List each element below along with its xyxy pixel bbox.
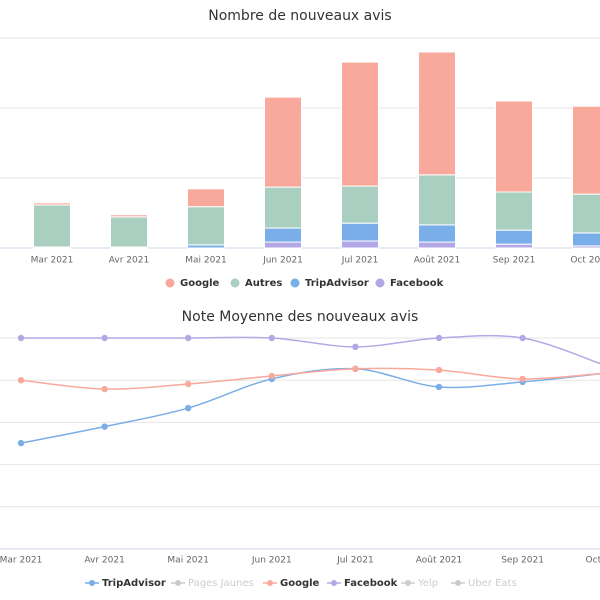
bar-segment	[187, 206, 225, 246]
legend-marker	[89, 580, 95, 586]
x-tick-label: Jun 2021	[251, 556, 292, 566]
point	[268, 334, 275, 342]
point	[185, 334, 192, 342]
bar-segment	[495, 100, 533, 193]
point	[519, 375, 526, 383]
x-tick-label: Jul 2021	[341, 256, 379, 266]
x-tick-label: Jun 2021	[262, 256, 303, 266]
bar-segment	[418, 174, 456, 226]
x-tick-label: Sep 2021	[501, 556, 544, 566]
point	[101, 334, 108, 342]
x-tick-label: Mar 2021	[0, 556, 42, 566]
bar-segment	[33, 202, 71, 206]
legend-marker	[290, 278, 300, 288]
point	[101, 423, 108, 430]
bar-segment	[264, 227, 302, 243]
legend-label: TripAdvisor	[305, 278, 369, 289]
point	[17, 377, 25, 384]
bar-segment	[418, 241, 456, 249]
point	[268, 372, 275, 380]
bar-segment	[341, 185, 379, 224]
x-tick-label: Mar 2021	[31, 256, 74, 266]
legend-label: Google	[180, 278, 220, 289]
legend-label: Facebook	[390, 278, 444, 289]
bar-segment	[341, 222, 379, 242]
x-tick-label: Août 2021	[416, 556, 463, 566]
bar-segment	[341, 240, 379, 249]
bar-segment	[418, 224, 456, 243]
legend-label: Google	[280, 578, 320, 589]
legend-label: Autres	[245, 278, 282, 289]
x-tick-label: Mai 2021	[167, 556, 209, 566]
point	[17, 439, 25, 447]
x-tick-label: Avr 2021	[109, 256, 149, 266]
legend-label: Yelp	[417, 578, 438, 589]
series-line	[20, 367, 600, 444]
point	[101, 385, 108, 393]
bar-segment	[264, 96, 302, 188]
bar-segment	[264, 241, 302, 249]
point	[352, 365, 359, 373]
chart-title: Note Moyenne des nouveaux avis	[182, 309, 419, 325]
series-line	[20, 334, 600, 365]
bar-segment	[341, 61, 379, 187]
bar-segment	[572, 232, 600, 247]
legend-marker	[375, 278, 385, 288]
point	[519, 334, 526, 342]
point	[185, 404, 192, 412]
bar-segment	[495, 229, 533, 245]
legend-marker	[267, 580, 273, 586]
point	[352, 343, 359, 351]
legend-marker	[175, 580, 181, 586]
series-line	[20, 367, 600, 390]
legend-label: Facebook	[344, 578, 398, 589]
legend-marker	[331, 580, 337, 586]
legend-marker	[455, 580, 461, 586]
bar-segment	[495, 191, 533, 231]
legend-marker	[405, 580, 411, 586]
legend-label: Uber Eats	[468, 578, 517, 589]
bar-segment	[418, 51, 456, 176]
bar-segment	[187, 188, 225, 208]
point	[435, 334, 443, 342]
bar-segment	[572, 193, 600, 234]
chart-title: Nombre de nouveaux avis	[208, 8, 391, 24]
legend-marker	[165, 278, 175, 288]
x-tick-label: Avr 2021	[84, 556, 124, 566]
x-tick-label: Oct 2021	[570, 256, 600, 266]
bar-segment	[264, 186, 302, 229]
point	[435, 383, 443, 391]
legend-label: Pages Jaunes	[188, 578, 254, 589]
bar-segment	[495, 243, 533, 249]
point	[17, 334, 25, 342]
point	[185, 380, 192, 388]
point	[435, 366, 443, 374]
legend-label: TripAdvisor	[102, 578, 166, 589]
bar-segment	[572, 105, 600, 195]
x-tick-label: Oct 2021	[586, 556, 600, 566]
bar-segment	[110, 216, 148, 248]
legend-marker	[230, 278, 240, 288]
x-tick-label: Mai 2021	[185, 256, 227, 266]
x-tick-label: Août 2021	[414, 256, 461, 266]
x-tick-label: Sep 2021	[493, 256, 536, 266]
x-tick-label: Jul 2021	[336, 556, 374, 566]
bar-segment	[110, 214, 148, 218]
bar-segment	[33, 204, 71, 248]
